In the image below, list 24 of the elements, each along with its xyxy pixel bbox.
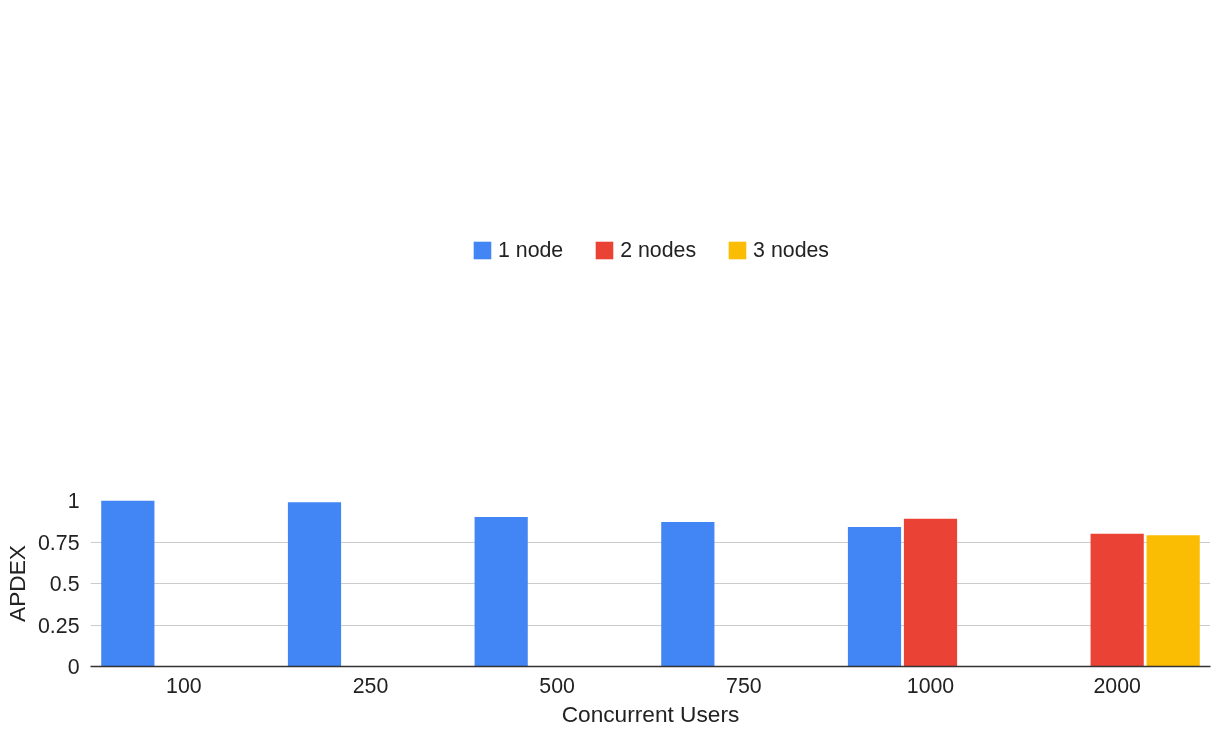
legend-label: 1 node: [497, 237, 564, 263]
bar: [287, 502, 342, 667]
bar: [101, 500, 155, 667]
y-tick-label: 0: [67, 655, 80, 679]
bar: [1146, 535, 1200, 667]
x-tick-label: 1000: [906, 673, 955, 698]
x-tick-label: 2000: [1093, 673, 1142, 698]
y-tick-label: 0.75: [37, 530, 80, 555]
y-tick-label: 0.25: [37, 613, 80, 638]
x-tick-label: 500: [539, 673, 576, 698]
bar: [1090, 533, 1144, 667]
bar: [847, 527, 902, 667]
x-axis-title: Concurrent Users: [561, 700, 740, 727]
legend-label: 2 nodes: [620, 237, 697, 263]
y-axis-title: APDEX: [3, 545, 30, 622]
bar: [903, 518, 958, 667]
x-tick-label: 100: [166, 673, 202, 698]
legend-label: 3 nodes: [753, 237, 830, 263]
y-tick-label: 1: [67, 489, 80, 513]
x-tick-label: 250: [352, 673, 389, 698]
y-tick-label: 0.5: [49, 572, 80, 596]
x-tick-label: 750: [726, 673, 762, 698]
bar: [474, 517, 528, 667]
bar: [661, 522, 715, 667]
